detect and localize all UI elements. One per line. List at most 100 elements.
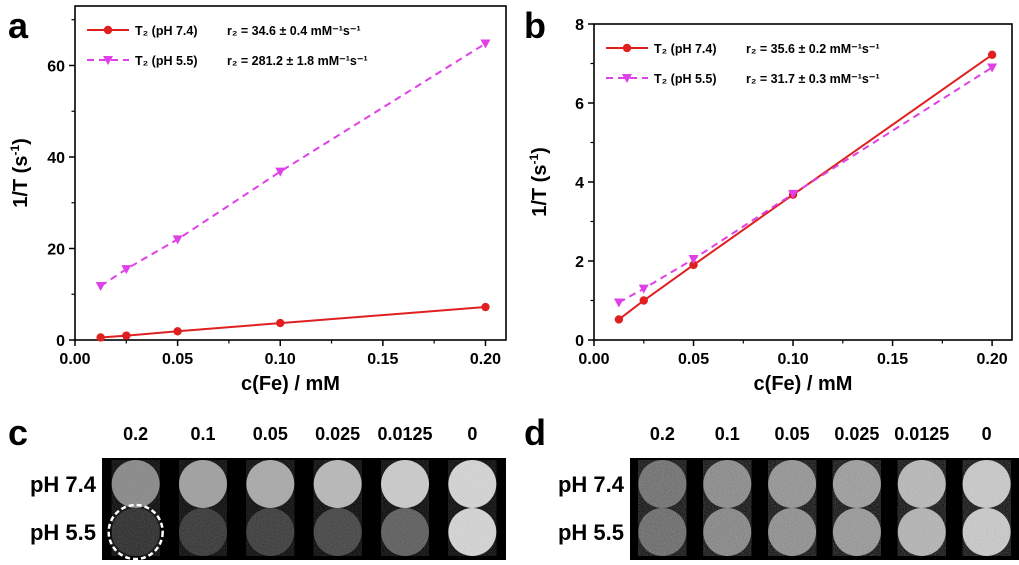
panel-label-d: d: [524, 412, 546, 453]
legend-marker: [622, 74, 632, 83]
concentration-label: 0.2: [650, 424, 675, 444]
y-tick-label: 20: [47, 241, 65, 258]
x-axis-title: c(Fe) / mM: [241, 373, 340, 395]
mri-sample-texture: [703, 460, 752, 508]
mri-sample-texture: [246, 508, 295, 556]
y-tick-label: 0: [575, 333, 584, 350]
y-tick-label: 8: [575, 17, 584, 34]
mri-sample-texture: [832, 508, 881, 556]
mri-sample-texture: [897, 460, 946, 508]
y-tick-label: 4: [575, 175, 584, 192]
y-axis-title-sup: -1: [527, 154, 541, 165]
legend-series-name: T₂ (pH 5.5): [135, 54, 198, 68]
plot-frame: [74, 5, 507, 341]
mri-sample-texture: [768, 460, 817, 508]
mri-sample-texture: [832, 460, 881, 508]
y-axis-title-main: 1/T (s: [10, 156, 32, 208]
x-tick-label: 0.00: [578, 351, 609, 368]
y-tick-label: 6: [575, 96, 584, 113]
x-tick-label: 0.15: [877, 351, 908, 368]
legend-series-name: T₂ (pH 7.4): [654, 42, 717, 56]
mri-sample-texture: [638, 460, 687, 508]
ph-row-label: pH 5.5: [558, 520, 624, 545]
data-point: [987, 63, 998, 73]
x-tick-label: 0.00: [59, 351, 90, 368]
mri-sample-texture: [381, 460, 429, 508]
data-point: [275, 167, 286, 177]
data-point: [788, 189, 799, 199]
mri-sample-texture: [448, 460, 497, 508]
mri-sample-texture: [897, 508, 946, 556]
data-point: [122, 331, 131, 340]
mri-sample-texture: [246, 460, 295, 508]
highlight-circle: [107, 503, 164, 561]
y-axis-title-tail: ): [529, 147, 551, 154]
y-axis-title: 1/T (s-1): [527, 147, 551, 217]
legend-marker: [103, 25, 113, 35]
panel-label-c: c: [8, 412, 28, 453]
y-tick-label: 60: [47, 58, 65, 75]
data-point: [121, 265, 132, 275]
chart-panel-b: 0.00 0.05 0.10 0.15 0.20 0 2 4 6 8 c(Fe) / mM 1/T (…: [527, 17, 1013, 395]
concentration-label: 0.1: [190, 424, 215, 444]
legend-series-name: T₂ (pH 7.4): [135, 24, 198, 38]
mri-sample-texture: [448, 508, 497, 556]
legend-series-name: T₂ (pH 5.5): [654, 72, 717, 86]
data-point: [276, 318, 285, 328]
data-point: [95, 282, 106, 292]
mri-sample-texture: [179, 460, 227, 508]
mri-sample-texture: [768, 508, 817, 556]
series-line: [100, 306, 486, 339]
y-tick-label: 0: [56, 333, 65, 350]
data-point: [638, 284, 649, 294]
concentration-label: 0: [467, 424, 477, 444]
x-tick-label: 0.20: [470, 351, 501, 368]
y-tick-label: 2: [575, 254, 584, 271]
legend-fit-label: r₂ = 34.6 ± 0.4 mM⁻¹s⁻¹: [227, 24, 361, 38]
data-point: [172, 235, 183, 245]
mri-sample-texture: [703, 508, 752, 556]
mri-sample-texture: [962, 460, 1011, 508]
data-point: [96, 333, 105, 342]
series-line: [100, 42, 487, 287]
series-line: [618, 53, 993, 321]
mri-sample-texture: [313, 508, 362, 556]
concentration-label: 0.1: [715, 424, 740, 444]
series-line: [618, 66, 993, 304]
panel-label-a: a: [8, 5, 29, 46]
x-tick-label: 0.10: [777, 351, 808, 368]
mri-background: [630, 458, 1019, 560]
legend-fit-label: r₂ = 281.2 ± 1.8 mM⁻¹s⁻¹: [227, 54, 368, 68]
x-tick-label: 0.05: [678, 351, 709, 368]
panel-label-b: b: [524, 5, 546, 46]
y-axis-title-tail: ): [10, 138, 32, 145]
data-point: [173, 327, 182, 336]
legend-marker: [622, 43, 632, 53]
concentration-label: 0.05: [253, 424, 288, 444]
x-axis-title: c(Fe) / mM: [754, 373, 853, 395]
data-point: [688, 255, 699, 265]
x-tick-label: 0.10: [265, 351, 296, 368]
mri-background: [102, 458, 506, 560]
concentration-label: 0: [982, 424, 992, 444]
mri-sample-texture: [962, 508, 1011, 556]
y-axis-title-sup: -1: [8, 145, 22, 156]
concentration-label: 0.0125: [377, 424, 432, 444]
x-tick-label: 0.05: [162, 351, 193, 368]
mri-panel-c: 0.2 0.1 0.05 0.025 0.0125 0 pH 7.4 pH 5.5: [30, 424, 506, 561]
y-axis-title: 1/T (s-1): [8, 138, 32, 208]
legend-fit-label: r₂ = 31.7 ± 0.3 mM⁻¹s⁻¹: [746, 72, 880, 86]
y-tick-label: 40: [47, 150, 65, 167]
concentration-label: 0.0125: [894, 424, 949, 444]
mri-panel-d: 0.2 0.1 0.05 0.025 0.0125 0 pH 7.4 pH 5.5: [558, 424, 1019, 560]
data-point: [987, 50, 997, 60]
concentration-label: 0.025: [834, 424, 879, 444]
mri-sample-texture: [111, 460, 160, 508]
concentration-label: 0.2: [123, 424, 148, 444]
mri-sample-texture: [638, 508, 687, 556]
ph-row-label: pH 7.4: [30, 472, 97, 497]
mri-sample-texture: [111, 508, 160, 556]
data-point: [480, 39, 491, 49]
ph-row-label: pH 7.4: [558, 472, 625, 497]
